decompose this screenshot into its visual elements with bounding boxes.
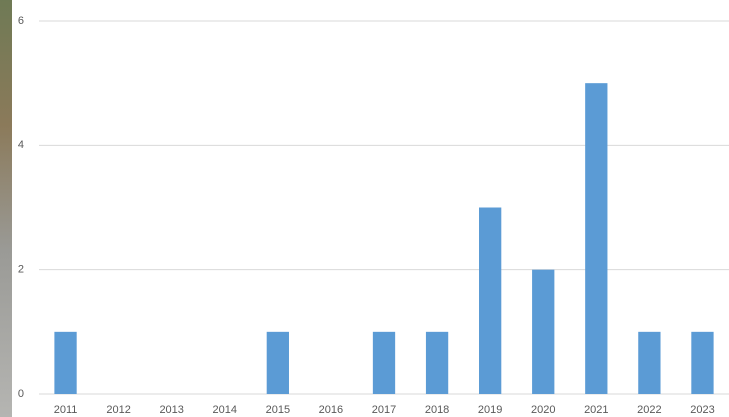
bar [425,331,449,394]
y-tick-label: 4 [18,139,24,151]
bar [585,83,608,395]
x-tick-label: 2022 [637,404,661,416]
bar [691,331,714,394]
x-tick-label: 2021 [584,404,608,416]
bar [266,331,289,394]
x-tick-label: 2012 [106,404,130,416]
y-tick-label: 0 [18,388,24,400]
bar [54,331,77,394]
y-tick-label: 2 [18,264,24,276]
x-tick-label: 2019 [478,404,502,416]
x-tick-label: 2016 [319,404,343,416]
bar [479,207,502,394]
bar [532,269,555,394]
x-tick-label: 2014 [213,404,237,416]
y-tick-label: 6 [18,15,24,27]
x-tick-label: 2023 [690,404,714,416]
x-tick-label: 2011 [54,404,78,416]
bar [638,331,661,394]
bar [372,331,396,394]
x-tick-label: 2018 [425,404,449,416]
x-tick-label: 2015 [266,404,290,416]
x-tick-label: 2020 [531,404,555,416]
background-photo-strip [0,0,12,417]
x-tick-label: 2017 [372,404,396,416]
x-tick-label: 2013 [159,404,183,416]
